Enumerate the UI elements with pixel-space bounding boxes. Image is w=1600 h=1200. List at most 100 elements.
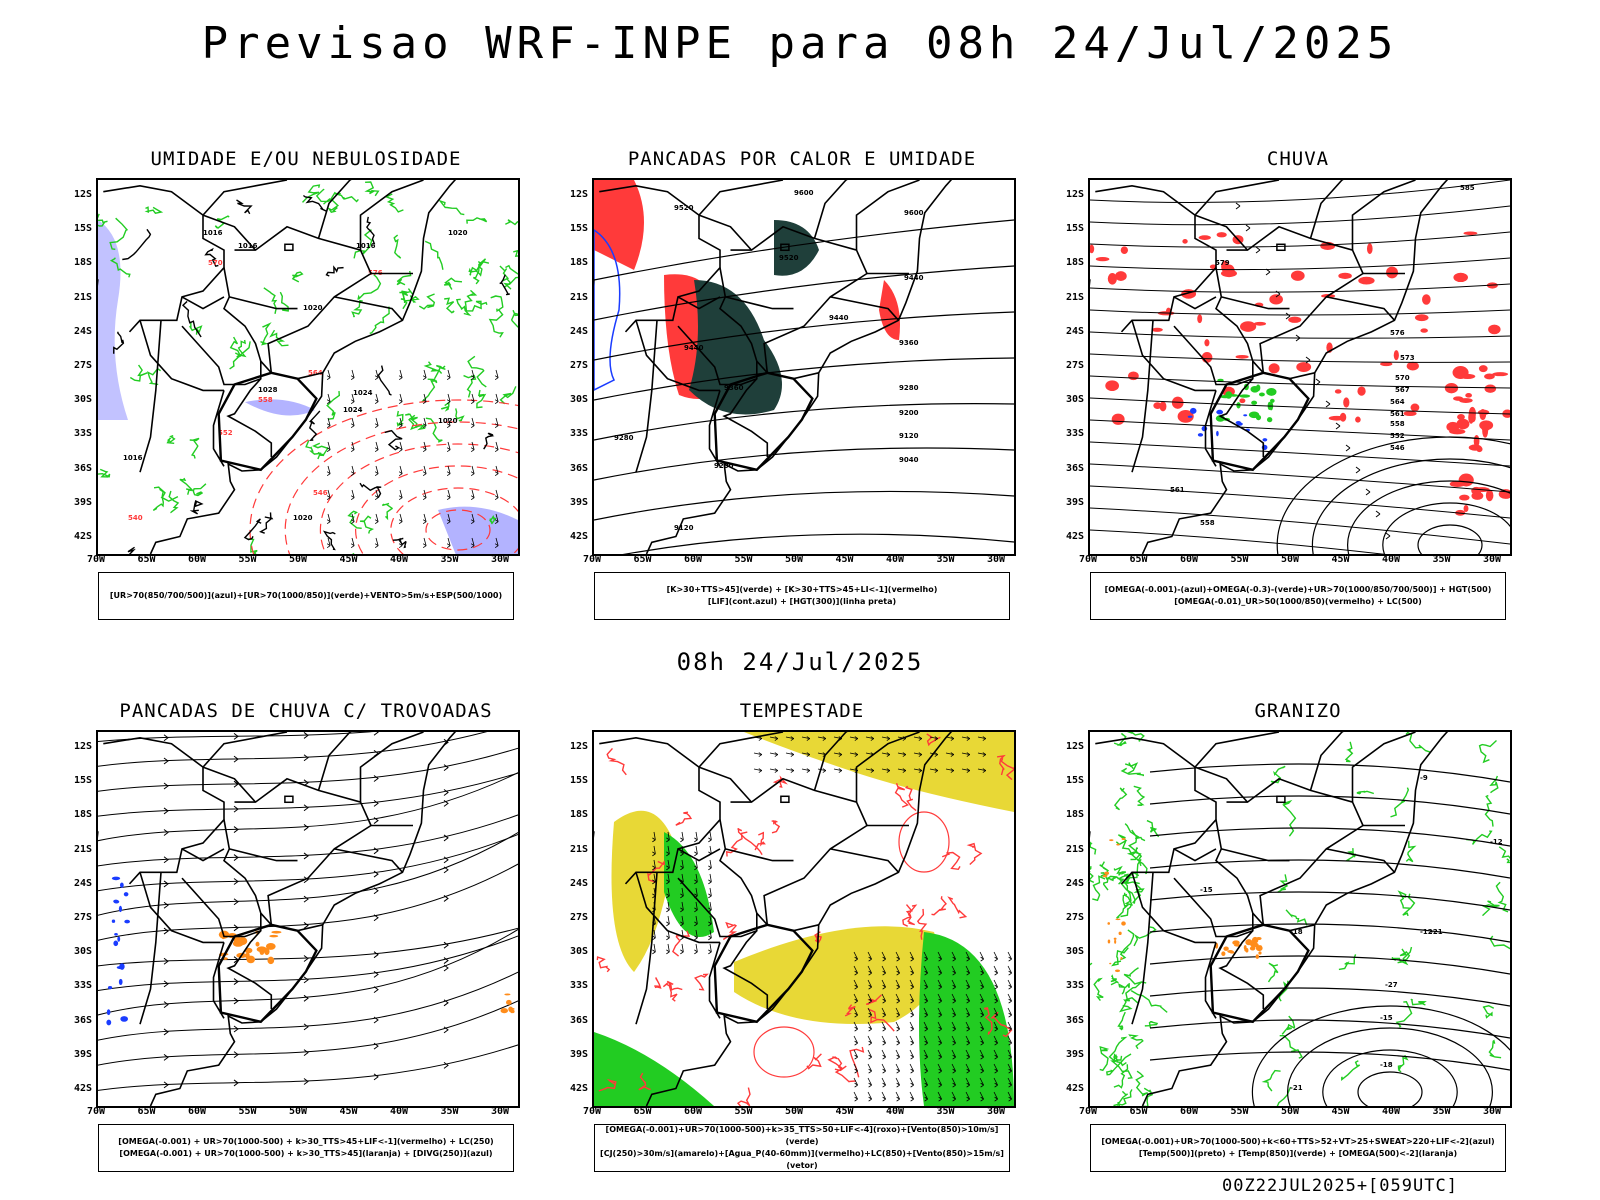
longitude-tick-label: 65W (633, 554, 652, 565)
legend-box: [UR>70(850/700/500)](azul)+[UR>70(1000/8… (98, 572, 514, 620)
map-graphic (98, 732, 518, 1106)
latitude-tick-label: 21S (1065, 291, 1084, 303)
contour-label: -12 (1420, 928, 1433, 936)
latitude-tick-label: 30S (569, 394, 588, 406)
longitude-tick-label: 65W (633, 1106, 652, 1117)
legend-line: [OMEGA(-0.001)+UR>70(1000-500)+k<60+TTS>… (1101, 1137, 1495, 1146)
latitude-tick-label: 33S (569, 428, 588, 440)
longitude-tick-label: 55W (238, 554, 257, 565)
legend-box: [K>30+TTS>45](verde) + [K>30+TTS>45+LI<-… (594, 572, 1010, 620)
longitude-tick-label: 50W (288, 554, 308, 565)
page-title: Previsao WRF-INPE para 08h 24/Jul/2025 (201, 18, 1399, 69)
latitude-tick-label: 36S (73, 1014, 92, 1026)
panel-title: GRANIZO (1254, 700, 1342, 722)
longitude-tick-label: 30W (986, 1106, 1006, 1117)
longitude-tick-label: 35W (1432, 1106, 1451, 1117)
contour-label: 558 (258, 396, 273, 404)
latitude-tick-label: 18S (569, 809, 588, 821)
contour-label: 9600 (794, 189, 814, 197)
legend-line: [OMEGA(-0.01)_UR>50(1000/850)(vermelho) … (1174, 597, 1422, 606)
panel-title: TEMPESTADE (739, 700, 865, 722)
contour-label: 1020 (303, 304, 323, 312)
latitude-tick-label: 12S (569, 741, 588, 752)
latitude-tick-label: 30S (569, 946, 588, 958)
longitude-tick-label: 70W (582, 1106, 602, 1117)
contour-label: 9440 (904, 274, 924, 282)
weather-map: -9 -12 -15 -18 -21 -27 -15 -18 -21 -12 (1088, 730, 1512, 1108)
contour-label: 552 (218, 429, 233, 437)
longitude-tick-label: 70W (86, 1106, 106, 1117)
latitude-tick-label: 12S (1065, 741, 1084, 752)
latitude-tick-label: 24S (1065, 877, 1084, 889)
legend-line: [UR>70(850/700/500)](azul)+[UR>70(1000/8… (109, 591, 503, 600)
latitude-tick-label: 18S (73, 809, 92, 821)
map-graphic: 5855765735705675645615585525465615585795… (1090, 180, 1510, 554)
latitude-tick-label: 21S (73, 843, 92, 855)
latitude-tick-label: 42S (73, 531, 92, 542)
contour-label: 9440 (684, 344, 704, 352)
longitude-tick-label: 70W (582, 554, 602, 565)
contour-label: -18 (1290, 928, 1303, 936)
latitude-tick-label: 21S (569, 291, 588, 303)
latitude-tick-label: 36S (1065, 462, 1084, 474)
longitude-tick-label: 40W (885, 1106, 905, 1117)
contour-label: -9 (1420, 774, 1428, 782)
legend-box: [OMEGA(-0.001)+UR>70(1000-500)+k>35_TTS>… (594, 1124, 1010, 1172)
latitude-tick-label: 18S (1065, 809, 1084, 821)
longitude-tick-label: 45W (835, 554, 854, 565)
legend-line: [OMEGA(-0.001) + UR>70(1000-500) + k>30_… (118, 1137, 494, 1146)
contour-label: 9600 (904, 209, 924, 217)
longitude-tick-label: 60W (187, 1106, 207, 1117)
latitude-tick-label: 42S (1065, 1083, 1084, 1094)
contour-label: 1016 (238, 242, 258, 250)
longitude-tick-label: 50W (288, 1106, 308, 1117)
map-graphic (594, 732, 1014, 1106)
latitude-tick-label: 12S (73, 189, 92, 200)
latitude-tick-label: 27S (1065, 360, 1084, 371)
longitude-tick-label: 65W (137, 554, 156, 565)
latitude-tick-label: 24S (569, 877, 588, 889)
contour-label: 570 (1395, 374, 1410, 382)
contour-label: -18 (1380, 1061, 1393, 1069)
longitude-tick-label: 55W (1230, 1106, 1249, 1117)
longitude-tick-label: 40W (885, 554, 905, 565)
map-graphic: 1016 1016 1016 1020 1020 1024 1028 1020 1024 1020… (98, 180, 518, 554)
longitude-tick-label: 40W (389, 554, 409, 565)
latitude-tick-label: 24S (1065, 325, 1084, 337)
latitude-tick-label: 18S (1065, 257, 1084, 269)
longitude-tick-label: 45W (1331, 1106, 1350, 1117)
latitude-tick-label: 24S (73, 325, 92, 337)
latitude-tick-label: 27S (73, 360, 92, 371)
legend-line: [K>30+TTS>45](verde) + [K>30+TTS>45+LI<-… (666, 585, 938, 594)
latitude-tick-label: 12S (569, 189, 588, 200)
legend-line: [OMEGA(-0.001) + UR>70(1000-500) + k>30_… (119, 1149, 493, 1158)
latitude-tick-label: 15S (569, 775, 588, 787)
longitude-tick-label: 60W (1179, 1106, 1199, 1117)
map-graphic: 9600 9520 9600 9520 9440 9440 9440 9360 9360 9280… (594, 180, 1014, 554)
longitude-tick-label: 65W (1129, 554, 1148, 565)
latitude-tick-label: 15S (569, 223, 588, 235)
latitude-tick-label: 12S (73, 741, 92, 752)
panel-title: CHUVA (1266, 148, 1330, 170)
latitude-tick-label: 24S (569, 325, 588, 337)
latitude-tick-label: 39S (73, 1048, 92, 1060)
latitude-tick-label: 39S (569, 496, 588, 508)
contour-label: 585 (1460, 184, 1475, 192)
valid-time-subtitle: 08h 24/Jul/2025 (676, 648, 924, 676)
latitude-tick-label: 18S (569, 257, 588, 269)
contour-label: 1016 (123, 454, 143, 462)
contour-label: 1024 (343, 406, 363, 414)
panel-title: UMIDADE E/OU NEBULOSIDADE (150, 148, 462, 170)
latitude-tick-label: 30S (73, 394, 92, 406)
weather-map: 5855765735705675645615585525465615585795… (1088, 178, 1512, 556)
longitude-tick-label: 30W (986, 554, 1006, 565)
longitude-tick-label: 35W (440, 1106, 459, 1117)
longitude-tick-label: 45W (835, 1106, 854, 1117)
contour-label: 564 (1390, 398, 1405, 406)
longitude-tick-label: 50W (784, 1106, 804, 1117)
contour-label: -15 (1380, 1014, 1393, 1022)
longitude-tick-label: 55W (734, 554, 753, 565)
weather-map (592, 730, 1016, 1108)
latitude-tick-label: 21S (569, 843, 588, 855)
longitude-tick-label: 60W (1179, 554, 1199, 565)
